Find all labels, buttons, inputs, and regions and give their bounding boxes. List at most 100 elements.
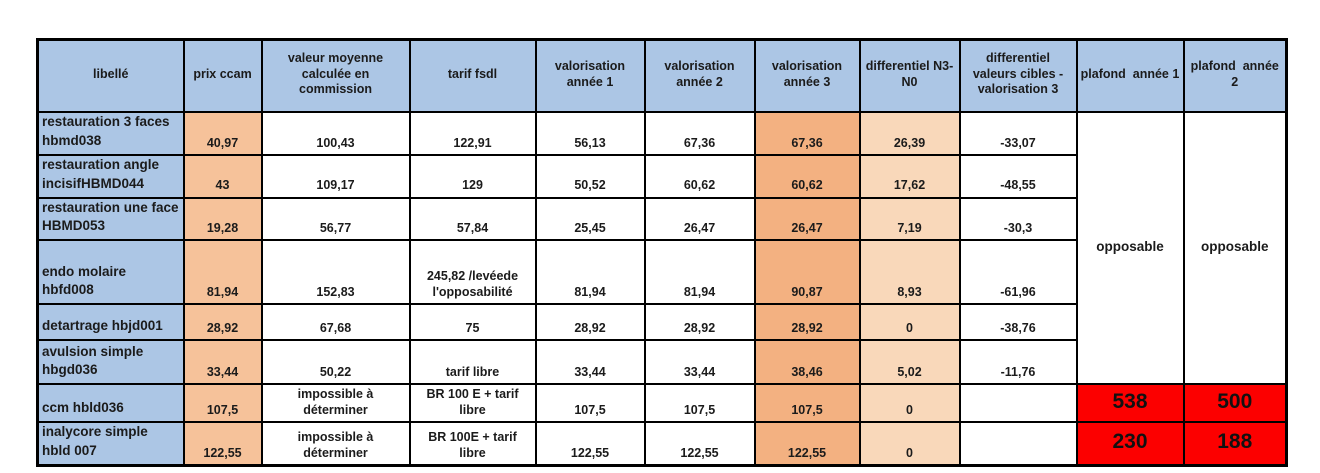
cell-differentiel-cibles: -11,76 — [958, 339, 1078, 386]
cell-valorisation-annee-1: 81,94 — [534, 239, 646, 306]
cell-valorisation-annee-3: 107,5 — [753, 383, 861, 424]
cell-differentiel-n3-n0: 0 — [858, 303, 961, 342]
cell-libelle: endo molaire hbfd008 — [36, 239, 185, 306]
cell-prix-ccam: 107,5 — [182, 383, 263, 424]
cell-prix-ccam: 33,44 — [182, 339, 263, 386]
cell-valorisation-annee-3: 122,55 — [753, 421, 861, 467]
table-row-ccm: ccm hbld036 107,5 impossible à détermine… — [36, 383, 1288, 424]
cell-valorisation-annee-3: 60,62 — [753, 153, 861, 199]
cell-differentiel-n3-n0: 7,19 — [858, 196, 961, 242]
col-header-valorisation-annee-2: valorisation année 2 — [643, 38, 756, 113]
cell-valorisation-annee-3: 90,87 — [753, 239, 861, 306]
cell-tarif-fsdl: 75 — [408, 303, 537, 342]
cell-valorisation-annee-2: 60,62 — [643, 153, 756, 199]
col-header-tarif-fsdl: tarif fsdl — [408, 38, 537, 113]
cell-tarif-fsdl: 245,82 /levéede l'opposabilité — [408, 239, 537, 306]
cell-prix-ccam: 19,28 — [182, 196, 263, 242]
col-header-differentiel-valeurs-cibles: differentiel valeurs cibles - valorisati… — [958, 38, 1078, 113]
cell-differentiel-cibles: -30,3 — [958, 196, 1078, 242]
cell-valorisation-annee-2: 81,94 — [643, 239, 756, 306]
cell-differentiel-n3-n0: 26,39 — [858, 111, 961, 156]
cell-valorisation-annee-1: 107,5 — [534, 383, 646, 424]
cell-plafond-annee-2: 188 — [1182, 421, 1288, 467]
cell-tarif-fsdl: BR 100 E + tarif libre — [408, 383, 537, 424]
cell-libelle: avulsion simple hbgd036 — [36, 339, 185, 386]
cell-tarif-fsdl: 129 — [408, 153, 537, 199]
cell-valorisation-annee-1: 25,45 — [534, 196, 646, 242]
cell-tarif-fsdl: 122,91 — [408, 111, 537, 156]
col-header-plafond-annee-2: plafond année 2 — [1182, 38, 1288, 113]
cell-valeur-moyenne: 50,22 — [260, 339, 411, 386]
cell-prix-ccam: 122,55 — [182, 421, 263, 467]
tarifs-dentaires-table: libellé prix ccam valeur moyenne calculé… — [36, 38, 1288, 468]
cell-plafond-annee-2-opposable: opposable — [1182, 110, 1288, 386]
cell-valeur-moyenne: 109,17 — [260, 153, 411, 199]
table-row-restauration-une-face: restauration une face HBMD053 19,28 56,7… — [36, 196, 1287, 242]
col-header-differentiel-n3-n0: differentiel N3-N0 — [858, 38, 961, 113]
cell-differentiel-n3-n0: 17,62 — [858, 153, 961, 199]
cell-differentiel-n3-n0: 0 — [858, 421, 961, 467]
cell-differentiel-n3-n0: 5,02 — [858, 339, 961, 386]
table-row-avulsion-simple: avulsion simple hbgd036 33,44 50,22 tari… — [36, 339, 1287, 386]
cell-differentiel-cibles: -33,07 — [958, 111, 1078, 156]
col-header-valorisation-annee-1: valorisation année 1 — [534, 38, 646, 113]
table-row-restauration-3-faces: restauration 3 faces hbmd038 40,97 100,4… — [36, 110, 1288, 386]
cell-libelle: restauration 3 faces hbmd038 — [36, 111, 185, 156]
table-row-detartrage: detartrage hbjd001 28,92 67,68 75 28,92 … — [36, 303, 1287, 342]
cell-libelle: inalycore simple hbld 007 — [36, 421, 185, 467]
cell-differentiel-cibles: -48,55 — [958, 153, 1078, 199]
col-header-valeur-moyenne: valeur moyenne calculée en commission — [260, 38, 411, 113]
cell-plafond-annee-2: 500 — [1182, 383, 1288, 424]
header-row: libellé prix ccam valeur moyenne calculé… — [36, 38, 1288, 113]
cell-prix-ccam: 81,94 — [182, 239, 263, 306]
col-header-prix-ccam: prix ccam — [182, 38, 263, 113]
cell-valorisation-annee-3: 28,92 — [753, 303, 861, 342]
cell-valeur-moyenne: 152,83 — [260, 239, 411, 306]
cell-valorisation-annee-2: 26,47 — [643, 196, 756, 242]
col-header-libelle: libellé — [36, 38, 185, 113]
cell-valorisation-annee-3: 38,46 — [753, 339, 861, 386]
col-header-plafond-annee-1: plafond année 1 — [1075, 38, 1185, 113]
cell-valeur-moyenne: 100,43 — [260, 111, 411, 156]
cell-differentiel-n3-n0: 0 — [858, 383, 961, 424]
cell-tarif-fsdl: BR 100E + tarif libre — [408, 421, 537, 467]
cell-valorisation-annee-2: 122,55 — [643, 421, 756, 467]
cell-differentiel-cibles — [958, 421, 1078, 467]
cell-differentiel-cibles: -38,76 — [958, 303, 1078, 342]
cell-differentiel-cibles: -61,96 — [958, 239, 1078, 306]
cell-valorisation-annee-1: 33,44 — [534, 339, 646, 386]
cell-valorisation-annee-2: 33,44 — [643, 339, 756, 386]
cell-plafond-annee-1-opposable: opposable — [1075, 110, 1185, 386]
cell-valorisation-annee-1: 28,92 — [534, 303, 646, 342]
cell-valorisation-annee-2: 67,36 — [643, 111, 756, 156]
cell-plafond-annee-1: 230 — [1075, 421, 1185, 467]
cell-valorisation-annee-1: 56,13 — [534, 111, 646, 156]
cell-libelle: ccm hbld036 — [36, 383, 185, 424]
cell-libelle: restauration une face HBMD053 — [36, 196, 185, 242]
cell-valeur-moyenne: impossible à déterminer — [260, 383, 411, 424]
cell-valorisation-annee-1: 122,55 — [534, 421, 646, 467]
cell-valorisation-annee-2: 107,5 — [643, 383, 756, 424]
cell-valeur-moyenne: 56,77 — [260, 196, 411, 242]
table-row-restauration-angle: restauration angle incisifHBMD044 43 109… — [36, 153, 1287, 199]
table-row-endo-molaire: endo molaire hbfd008 81,94 152,83 245,82… — [36, 239, 1287, 306]
cell-valorisation-annee-3: 26,47 — [753, 196, 861, 242]
col-header-valorisation-annee-3: valorisation année 3 — [753, 38, 861, 113]
cell-tarif-fsdl: tarif libre — [408, 339, 537, 386]
cell-differentiel-n3-n0: 8,93 — [858, 239, 961, 306]
cell-differentiel-cibles — [958, 383, 1078, 424]
cell-valorisation-annee-3: 67,36 — [753, 111, 861, 156]
cell-prix-ccam: 40,97 — [182, 111, 263, 156]
cell-valorisation-annee-1: 50,52 — [534, 153, 646, 199]
cell-libelle: restauration angle incisifHBMD044 — [36, 153, 185, 199]
cell-plafond-annee-1: 538 — [1075, 383, 1185, 424]
table-row-inalycore-simple: inalycore simple hbld 007 122,55 impossi… — [36, 421, 1288, 467]
cell-valorisation-annee-2: 28,92 — [643, 303, 756, 342]
cell-valeur-moyenne: 67,68 — [260, 303, 411, 342]
cell-tarif-fsdl: 57,84 — [408, 196, 537, 242]
cell-prix-ccam: 43 — [182, 153, 263, 199]
cell-prix-ccam: 28,92 — [182, 303, 263, 342]
cell-valeur-moyenne: impossible à déterminer — [260, 421, 411, 467]
cell-libelle: detartrage hbjd001 — [36, 303, 185, 342]
